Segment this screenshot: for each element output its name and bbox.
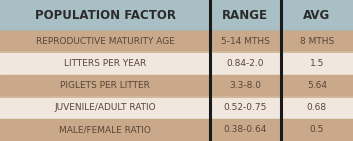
Text: 0.68: 0.68 (307, 103, 327, 112)
Text: REPRODUCTIVE MATURITY AGE: REPRODUCTIVE MATURITY AGE (36, 37, 174, 46)
Text: POPULATION FACTOR: POPULATION FACTOR (35, 9, 175, 22)
Text: 1.5: 1.5 (310, 59, 324, 68)
Bar (0, 52, 353, 75)
Text: 8 MTHS: 8 MTHS (300, 37, 334, 46)
Text: AVG: AVG (303, 9, 330, 22)
Text: 0.84-2.0: 0.84-2.0 (227, 59, 264, 68)
Text: 3.3-8.0: 3.3-8.0 (229, 81, 261, 90)
Bar (0, 30, 353, 52)
Text: PIGLETS PER LITTER: PIGLETS PER LITTER (60, 81, 150, 90)
Text: 5-14 MTHS: 5-14 MTHS (221, 37, 270, 46)
Bar (0, 119, 353, 141)
Text: RANGE: RANGE (222, 9, 268, 22)
Bar (0, 75, 353, 97)
Bar (0, 0, 353, 30)
Bar (0, 97, 353, 119)
Text: 0.52-0.75: 0.52-0.75 (224, 103, 267, 112)
Text: 0.38-0.64: 0.38-0.64 (224, 125, 267, 134)
Text: MALE/FEMALE RATIO: MALE/FEMALE RATIO (59, 125, 151, 134)
Text: 5.64: 5.64 (307, 81, 327, 90)
Text: LITTERS PER YEAR: LITTERS PER YEAR (64, 59, 146, 68)
Text: 0.5: 0.5 (310, 125, 324, 134)
Text: JUVENILE/ADULT RATIO: JUVENILE/ADULT RATIO (54, 103, 156, 112)
